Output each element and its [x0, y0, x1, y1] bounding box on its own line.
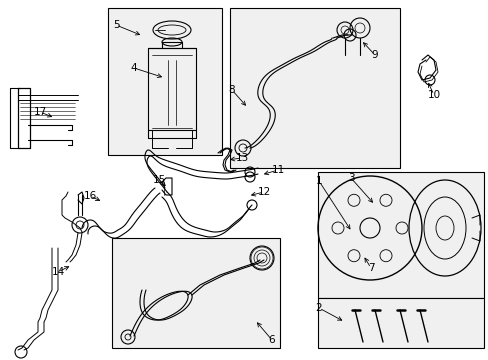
Text: 15: 15 — [152, 175, 165, 185]
Text: 11: 11 — [271, 165, 284, 175]
Text: 9: 9 — [371, 50, 378, 60]
Text: 2: 2 — [315, 303, 322, 313]
Text: 8: 8 — [228, 85, 235, 95]
Text: 10: 10 — [427, 90, 440, 100]
Text: 6: 6 — [268, 335, 275, 345]
Text: 17: 17 — [33, 107, 46, 117]
Bar — [229, 8, 399, 168]
Bar — [317, 298, 483, 348]
Text: 12: 12 — [257, 187, 270, 197]
Text: 5: 5 — [112, 20, 119, 30]
Text: 4: 4 — [130, 63, 137, 73]
Bar — [112, 238, 280, 348]
Bar — [317, 172, 483, 298]
Text: 1: 1 — [315, 176, 322, 186]
Text: 16: 16 — [83, 191, 97, 201]
Text: 7: 7 — [367, 263, 373, 273]
Bar — [108, 8, 222, 155]
Text: 13: 13 — [235, 153, 248, 163]
Text: 14: 14 — [51, 267, 64, 277]
Text: 3: 3 — [347, 173, 354, 183]
